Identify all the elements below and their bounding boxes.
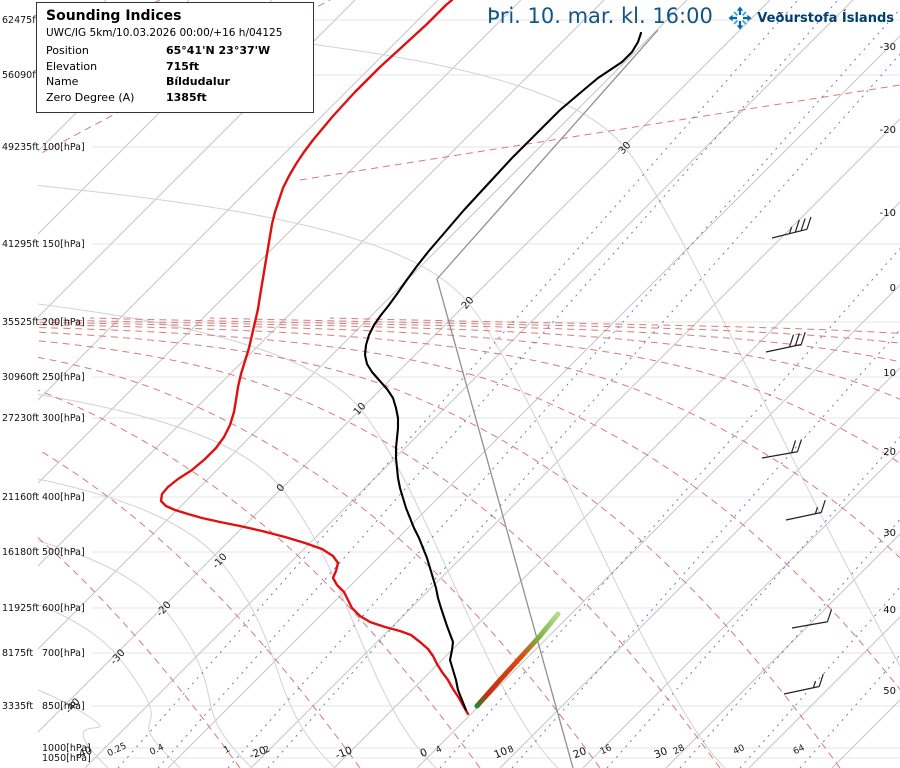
indices-model-line: UWC/IG 5km/10.03.2026 00:00/+16 h/04125 xyxy=(46,27,283,39)
svg-text:20: 20 xyxy=(571,745,588,761)
wind-barb xyxy=(791,609,833,629)
indices-row: Elevation 715ft xyxy=(46,59,304,75)
svg-text:50: 50 xyxy=(883,686,896,697)
vedurstofa-logo: Veðurstofa Íslands xyxy=(728,6,894,30)
sounding-curves xyxy=(159,0,643,716)
wind-barbs xyxy=(761,216,833,695)
svg-text:1000[hPa]: 1000[hPa] xyxy=(42,743,91,754)
svg-text:62475ft: 62475ft xyxy=(2,15,39,26)
indices-row-value: 1385ft xyxy=(166,90,207,104)
pressure-axis-labels: 62475ft 56090ft 49235ft 100[hPa] 41295ft 150[… xyxy=(2,15,91,764)
wind-barb xyxy=(785,499,826,521)
svg-text:100[hPa]: 100[hPa] xyxy=(42,142,85,153)
bottom-temperature-labels: -40 -20 -10 0 10 20 30 xyxy=(74,744,670,762)
svg-text:-40: -40 xyxy=(64,697,83,717)
svg-text:-10: -10 xyxy=(334,744,354,762)
svg-text:-40: -40 xyxy=(74,744,94,762)
svg-text:11925ft: 11925ft xyxy=(2,603,39,614)
svg-text:300[hPa]: 300[hPa] xyxy=(42,413,85,424)
svg-text:-20: -20 xyxy=(155,600,174,620)
svg-text:35525ft: 35525ft xyxy=(2,317,39,328)
indices-title: Sounding Indices xyxy=(46,8,182,24)
svg-text:2: 2 xyxy=(262,744,272,756)
svg-text:10: 10 xyxy=(492,745,509,761)
svg-text:600[hPa]: 600[hPa] xyxy=(42,603,85,614)
indices-row-label: Elevation xyxy=(46,59,98,73)
svg-text:30: 30 xyxy=(617,140,634,157)
svg-text:4: 4 xyxy=(434,744,444,756)
svg-text:30: 30 xyxy=(652,745,669,761)
logo-text: Veðurstofa Íslands xyxy=(757,10,894,26)
wind-barb xyxy=(771,216,812,239)
svg-text:8175ft: 8175ft xyxy=(2,648,33,659)
indices-row-value: 715ft xyxy=(166,59,200,73)
indices-row-value: Bíldudalur xyxy=(166,75,230,88)
svg-text:-30: -30 xyxy=(880,42,896,53)
temperature-curve xyxy=(363,31,643,712)
svg-text:200[hPa]: 200[hPa] xyxy=(42,317,85,328)
svg-text:16: 16 xyxy=(599,743,614,757)
svg-text:-20: -20 xyxy=(248,744,268,762)
svg-text:3335ft: 3335ft xyxy=(2,701,33,712)
svg-text:250[hPa]: 250[hPa] xyxy=(42,372,85,383)
svg-text:8: 8 xyxy=(506,744,516,756)
svg-text:20: 20 xyxy=(883,447,896,458)
svg-text:1: 1 xyxy=(222,744,232,756)
mixing-ratio-labels: 0.25 0.4 1 2 4 8 16 28 40 64 xyxy=(106,741,807,759)
indices-row-value: 65°41'N 23°37'W xyxy=(166,44,271,57)
indices-row: Zero Degree (A) 1385ft xyxy=(46,90,304,106)
wind-barb xyxy=(761,439,803,459)
standard-atmosphere-line xyxy=(436,29,659,768)
wind-barb xyxy=(783,673,824,695)
svg-text:16180ft: 16180ft xyxy=(2,547,39,558)
svg-text:21160ft: 21160ft xyxy=(2,492,39,503)
highlight-segment xyxy=(474,611,561,709)
svg-text:40: 40 xyxy=(883,605,896,616)
indices-row-label: Name xyxy=(46,75,79,88)
indices-row-label: Zero Degree (A) xyxy=(46,90,135,104)
svg-text:-20: -20 xyxy=(880,125,896,136)
svg-text:150[hPa]: 150[hPa] xyxy=(42,239,85,250)
svg-text:49235ft: 49235ft xyxy=(2,142,39,153)
svg-text:0: 0 xyxy=(419,746,430,760)
snowflake-logo-icon xyxy=(728,6,752,30)
svg-text:10: 10 xyxy=(883,368,896,379)
indices-rows: Position 65°41'N 23°37'W Elevation 715ft Nam… xyxy=(46,43,304,105)
svg-text:-30: -30 xyxy=(109,648,128,668)
chart-datetime-title: Þri. 10. mar. kl. 16:00 xyxy=(487,4,713,28)
right-temperature-labels: -30 -20 -10 0 10 20 30 40 50 xyxy=(880,42,896,697)
svg-text:41295ft: 41295ft xyxy=(2,239,39,250)
svg-text:-10: -10 xyxy=(880,208,896,219)
svg-text:500[hPa]: 500[hPa] xyxy=(42,547,85,558)
svg-text:400[hPa]: 400[hPa] xyxy=(42,492,85,503)
svg-text:-10: -10 xyxy=(211,552,230,572)
svg-text:0.4: 0.4 xyxy=(148,742,165,757)
indices-row: Name Bíldudalur xyxy=(46,74,304,90)
indices-row: Position 65°41'N 23°37'W xyxy=(46,43,304,59)
svg-text:20: 20 xyxy=(460,295,477,312)
dewpoint-curve xyxy=(159,0,470,716)
svg-text:56090ft: 56090ft xyxy=(2,70,39,81)
sounding-indices-panel: Sounding Indices UWC/IG 5km/10.03.2026 0… xyxy=(36,2,314,113)
indices-row-label: Position xyxy=(46,44,89,57)
svg-text:27230ft: 27230ft xyxy=(2,413,39,424)
svg-text:28: 28 xyxy=(672,743,687,757)
svg-text:700[hPa]: 700[hPa] xyxy=(42,648,85,659)
svg-text:40: 40 xyxy=(732,743,747,757)
wind-barb xyxy=(765,331,806,353)
svg-text:64: 64 xyxy=(792,743,807,757)
svg-text:30960ft: 30960ft xyxy=(2,372,39,383)
svg-text:0: 0 xyxy=(890,283,896,294)
svg-text:1050[hPa]: 1050[hPa] xyxy=(42,753,91,764)
svg-text:850[hPa]: 850[hPa] xyxy=(42,701,85,712)
svg-text:30: 30 xyxy=(883,528,896,539)
